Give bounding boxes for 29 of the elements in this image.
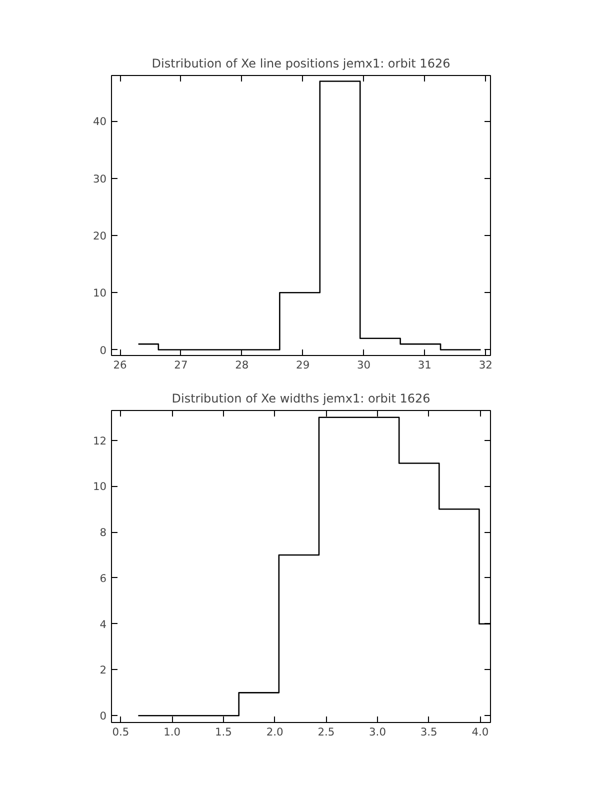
x-tick-label: 30 — [356, 358, 371, 372]
y-tick-label: 12 — [92, 434, 107, 448]
x-tick-label: 31 — [418, 358, 432, 372]
x-tick-label: 32 — [478, 358, 492, 372]
x-tick-label: 1.5 — [214, 726, 232, 738]
x-tick-label: 0.5 — [112, 726, 130, 738]
y-tick-label: 0 — [100, 344, 107, 357]
x-tick-label: 26 — [113, 358, 128, 372]
chart-title: Distribution of Xe line positions jemx1: orbit 1626 — [152, 56, 450, 70]
x-tick-label: 2.5 — [318, 726, 335, 738]
y-tick-label: 4 — [100, 618, 107, 631]
x-tick-label: 3.0 — [369, 726, 386, 738]
y-tick-label: 30 — [92, 172, 107, 186]
x-tick-label: 1.0 — [164, 726, 181, 738]
y-tick-label: 10 — [92, 286, 107, 300]
x-tick-label: 3.5 — [420, 726, 438, 738]
chart-title: Distribution of Xe widths jemx1: orbit 1626 — [172, 392, 430, 406]
y-tick-label: 0 — [100, 710, 107, 723]
x-tick-label: 29 — [296, 358, 310, 372]
y-tick-label: 10 — [92, 480, 107, 494]
y-tick-label: 40 — [92, 115, 107, 128]
y-tick-label: 6 — [100, 572, 107, 585]
x-tick-label: 27 — [174, 358, 188, 372]
x-tick-label: 2.0 — [266, 726, 284, 738]
x-tick-label: 4.0 — [472, 726, 489, 738]
y-tick-label: 2 — [100, 664, 106, 677]
y-tick-label: 8 — [100, 526, 107, 540]
y-tick-label: 20 — [92, 230, 107, 242]
x-tick-label: 28 — [235, 358, 249, 372]
